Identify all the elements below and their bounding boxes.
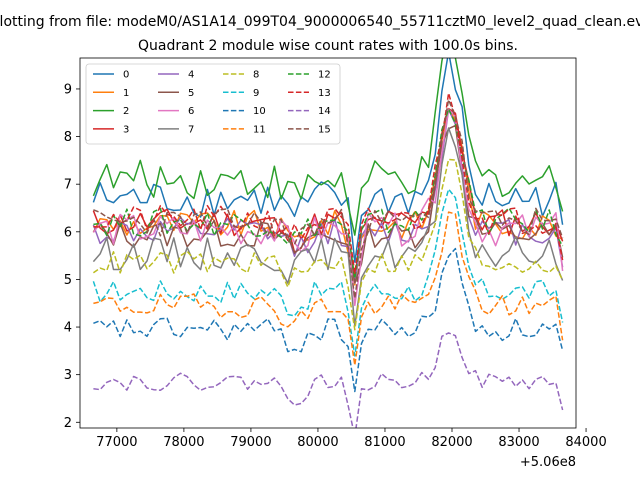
series-line-2 [92,58,564,236]
x-tick-label: 81000 [364,435,405,450]
legend-label-1: 1 [123,88,129,99]
legend-label-9: 9 [253,88,259,99]
x-offset-label: +5.06e8 [520,455,576,470]
suptitle: Plotting from file: modeM0/AS1A14_099T04… [0,14,640,30]
series-group [92,58,564,428]
series-line-14 [93,332,564,428]
y-tick-label: 6 [64,225,72,240]
y-tick-label: 5 [64,273,72,288]
y-tick-label: 2 [64,416,72,431]
x-tick-label: 80000 [297,435,338,450]
series-line-5 [92,124,564,284]
y-axis: 2 3 4 5 6 7 8 9 [64,82,80,431]
y-tick-label: 9 [64,82,72,97]
legend-label-3: 3 [123,124,129,135]
legend-label-6: 6 [188,106,194,117]
legend-label-10: 10 [253,106,266,117]
series-line-7 [92,127,564,327]
legend-label-5: 5 [188,88,194,99]
legend-label-0: 0 [123,70,129,81]
y-tick-label: 8 [64,130,72,145]
series-line-9 [92,188,564,357]
series-line-4 [92,108,564,284]
series-line-13 [93,92,564,274]
legend-label-7: 7 [188,124,194,135]
legend-label-12: 12 [318,70,331,81]
y-tick-label: 4 [64,321,72,336]
series-line-11 [93,211,564,366]
y-tick-label: 7 [64,178,72,193]
legend-label-4: 4 [188,70,194,81]
legend-label-15: 15 [318,124,331,135]
plot-frame [79,57,577,429]
x-tick-label: 84000 [565,435,606,450]
legend-label-13: 13 [318,88,331,99]
series-line-10 [93,247,564,393]
y-tick-label: 3 [64,368,72,383]
series-line-0 [92,58,564,263]
x-tick-label: 79000 [230,435,271,450]
series-line-3 [92,107,564,278]
series-line-15 [93,98,564,299]
x-tick-label: 83000 [498,435,539,450]
chart-title: Quadrant 2 module wise count rates with … [138,38,518,54]
series-line-12 [93,108,564,280]
legend-label-8: 8 [253,70,259,81]
x-tick-label: 77000 [96,435,137,450]
x-tick-label: 82000 [431,435,472,450]
legend-box [85,63,341,145]
x-tick-label: 78000 [163,435,204,450]
x-axis: 77000 78000 79000 80000 81000 82000 83000 84000 [96,428,607,450]
legend-label-11: 11 [253,124,266,135]
legend-label-14: 14 [318,106,331,117]
legend-label-2: 2 [123,106,129,117]
